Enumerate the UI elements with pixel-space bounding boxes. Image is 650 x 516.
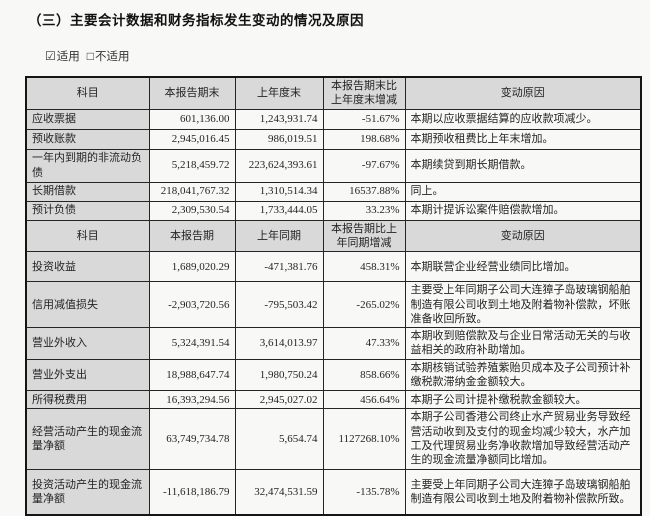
change-cell: 16537.88% — [322, 181, 406, 202]
reason-cell: 同上。 — [404, 181, 642, 202]
reason-cell: 主要受上年同期子公司大连獐子岛玻璃钢船舶制造有限公司收到土地及附着物补偿款所致。 — [404, 468, 642, 516]
reason-cell: 本期子公司香港公司终止水产贸易业务导致经营活动收到及支付的现金均减少较大，水产加… — [404, 408, 642, 470]
table-row: 一年内到期的非流动负债 5,218,459.72 223,624,393.61 … — [25, 148, 642, 183]
prior-value-cell: 986,019.51 — [234, 128, 324, 150]
reason-cell: 本期核销试验养殖紫贻贝成本及子公司预计补缴税款滞纳金金额较大。 — [404, 358, 642, 392]
prior-value-cell: 1,310,514.34 — [234, 181, 324, 202]
item-cell: 所得税费用 — [25, 390, 150, 410]
prior-value-cell: 223,624,393.61 — [234, 148, 324, 183]
change-cell: 456.64% — [322, 390, 406, 410]
prior-value-cell: 5,654.74 — [234, 408, 324, 470]
column-header-prior-period: 上年同期 — [234, 219, 324, 253]
prior-value-cell: 32,474,531.59 — [234, 468, 324, 516]
prior-value-cell: 1,980,750.24 — [234, 358, 324, 392]
reason-cell: 本期子公司计提补缴税款金额较大。 — [404, 390, 642, 410]
column-header-reason: 变动原因 — [404, 76, 642, 110]
change-cell: 33.23% — [322, 200, 406, 221]
current-value-cell: 1,689,020.29 — [148, 251, 236, 283]
current-value-cell: 16,393,294.56 — [148, 390, 236, 410]
current-value-cell: -2,903,720.56 — [148, 281, 236, 329]
change-cell: -265.02% — [322, 281, 406, 329]
reason-cell: 本期收到赔偿款及与企业日常活动无关的与收益相关的政府补助增加。 — [404, 327, 642, 360]
table-row: 应收票据 601,136.00 1,243,931.74 -51.67% 本期以… — [25, 108, 642, 130]
table-row: 预收账款 2,945,016.45 986,019.51 198.68% 本期预… — [25, 128, 642, 150]
column-header-current-period-end: 本报告期末 — [148, 76, 236, 110]
change-cell: 1127268.10% — [322, 408, 406, 470]
table-row: 营业外支出 18,988,647.74 1,980,750.24 858.66%… — [25, 358, 642, 392]
reason-cell: 本期计提诉讼案件赔偿款增加。 — [404, 200, 642, 221]
table-row: 投资收益 1,689,020.29 -471,381.76 458.31% 本期… — [25, 251, 642, 283]
reason-cell: 本期预收租费比上年末增加。 — [404, 128, 642, 150]
item-cell: 经营活动产生的现金流量净额 — [25, 408, 150, 470]
balance-header-row: 科目 本报告期末 上年度末 本报告期末比上年度末增减 变动原因 — [25, 76, 642, 110]
change-cell: -97.67% — [322, 148, 406, 183]
item-cell: 信用减值损失 — [25, 281, 150, 329]
change-cell: 198.68% — [322, 128, 406, 150]
item-cell: 应收票据 — [25, 108, 150, 130]
change-cell: 858.66% — [322, 358, 406, 392]
prior-value-cell: -795,503.42 — [234, 281, 324, 329]
change-reasons-table: 科目 本报告期末 上年度末 本报告期末比上年度末增减 变动原因 应收票据 601… — [25, 76, 642, 516]
change-cell: -135.78% — [322, 468, 406, 516]
income-header-row: 科目 本报告期 上年同期 本报告期比上年同期增减 变动原因 — [25, 219, 642, 253]
column-header-current-period: 本报告期 — [148, 219, 236, 253]
prior-value-cell: 1,733,444.05 — [234, 200, 324, 221]
change-cell: 458.31% — [322, 251, 406, 283]
reason-cell: 主要受上年同期子公司大连獐子岛玻璃钢船舶制造有限公司收到土地及附着物补偿款，坏账… — [404, 281, 642, 329]
prior-value-cell: -471,381.76 — [234, 251, 324, 283]
table-row: 所得税费用 16,393,294.56 2,945,027.02 456.64%… — [25, 390, 642, 410]
change-cell: -51.67% — [322, 108, 406, 130]
current-value-cell: 18,988,647.74 — [148, 358, 236, 392]
current-value-cell: 2,309,530.54 — [148, 200, 236, 221]
applicable-label: 适用 — [56, 51, 80, 63]
prior-value-cell: 3,614,013.97 — [234, 327, 324, 360]
current-value-cell: 601,136.00 — [148, 108, 236, 130]
table-row: 信用减值损失 -2,903,720.56 -795,503.42 -265.02… — [25, 281, 642, 329]
table-row: 营业外收入 5,324,391.54 3,614,013.97 47.33% 本… — [25, 327, 642, 360]
prior-value-cell: 1,243,931.74 — [234, 108, 324, 130]
reason-cell: 本期以应收票据结算的应收款项减少。 — [404, 108, 642, 130]
column-header-change: 本报告期比上年同期增减 — [322, 219, 406, 253]
reason-cell: 本期联营企业经营业绩同比增加。 — [404, 251, 642, 283]
table-row: 长期借款 218,041,767.32 1,310,514.34 16537.8… — [25, 181, 642, 202]
column-header-item: 科目 — [25, 219, 150, 253]
applicability-line: ☑适用 □不适用 — [45, 48, 650, 64]
column-header-change: 本报告期末比上年度末增减 — [322, 76, 406, 110]
current-value-cell: 5,218,459.72 — [148, 148, 236, 183]
current-value-cell: 2,945,016.45 — [148, 128, 236, 150]
applicable-checkbox-checked-icon: ☑ — [45, 49, 56, 63]
table-row: 经营活动产生的现金流量净额 63,749,734.78 5,654.74 112… — [25, 408, 642, 470]
current-value-cell: 63,749,734.78 — [148, 408, 236, 470]
current-value-cell: 5,324,391.54 — [148, 327, 236, 360]
not-applicable-checkbox-icon: □ — [86, 49, 95, 63]
item-cell: 营业外收入 — [25, 327, 150, 360]
item-cell: 投资收益 — [25, 251, 150, 283]
page-title: （三）主要会计数据和财务指标发生变动的情况及原因 — [28, 13, 364, 28]
item-cell: 营业外支出 — [25, 358, 150, 392]
table-row: 投资活动产生的现金流量净额 -11,618,186.79 32,474,531.… — [25, 468, 642, 516]
reason-cell: 本期续贷到期长期借款。 — [404, 148, 642, 183]
item-cell: 投资活动产生的现金流量净额 — [25, 468, 150, 516]
current-value-cell: 218,041,767.32 — [148, 181, 236, 202]
current-value-cell: -11,618,186.79 — [148, 468, 236, 516]
column-header-prior-year-end: 上年度末 — [234, 76, 324, 110]
item-cell: 一年内到期的非流动负债 — [25, 148, 150, 183]
not-applicable-label: 不适用 — [95, 51, 130, 63]
prior-value-cell: 2,945,027.02 — [234, 390, 324, 410]
column-header-item: 科目 — [25, 76, 150, 110]
column-header-reason: 变动原因 — [404, 219, 642, 253]
item-cell: 预计负债 — [25, 200, 150, 221]
item-cell: 长期借款 — [25, 181, 150, 202]
item-cell: 预收账款 — [25, 128, 150, 150]
change-cell: 47.33% — [322, 327, 406, 360]
table-row: 预计负债 2,309,530.54 1,733,444.05 33.23% 本期… — [25, 200, 642, 221]
